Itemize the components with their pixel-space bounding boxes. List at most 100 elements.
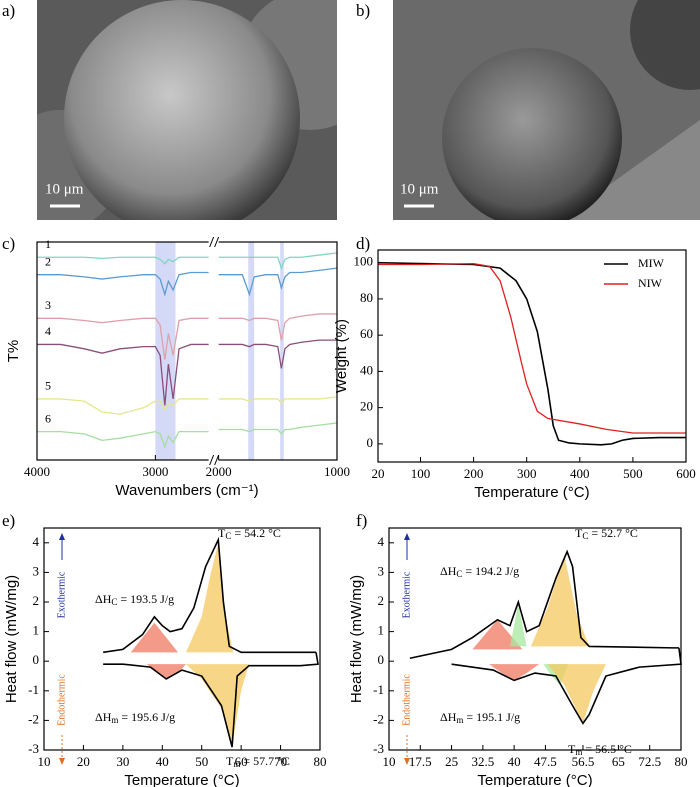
series-line <box>103 536 317 654</box>
x-tick-label: 56.5 <box>572 754 595 769</box>
annotation-rest: = 193.5 J/g <box>117 592 174 606</box>
annotation-sub: m <box>456 715 463 725</box>
x-tick-label: 400 <box>570 466 590 481</box>
y-tick-label: 0 <box>378 652 385 667</box>
x-tick-label: 40 <box>508 754 521 769</box>
axis-frame <box>388 527 682 751</box>
axis-break <box>209 236 215 248</box>
series-line <box>103 652 319 748</box>
scale-label: 10 μm <box>45 181 84 197</box>
y-axis-title: Heat flow (mW/mg) <box>348 575 365 703</box>
peak-area <box>509 602 527 647</box>
annotation-rest: = 195.1 J/g <box>463 710 520 724</box>
annotation-rest: = 195.6 J/g <box>118 710 175 724</box>
x-tick-label: 200 <box>464 466 484 481</box>
annotation-sub: C <box>225 531 231 541</box>
axis-frame <box>43 527 321 751</box>
panel-label: d) <box>356 234 370 253</box>
x-tick-label: 100 <box>411 466 431 481</box>
series-line <box>37 398 209 415</box>
x-tick-label: 300 <box>517 466 537 481</box>
series-label: 3 <box>45 298 51 312</box>
exo-arrow <box>59 533 65 540</box>
series-line <box>378 262 686 434</box>
y-tick-label: 3 <box>33 563 40 578</box>
y-tick-label: 80 <box>360 290 373 305</box>
annotation-sub: C <box>456 569 462 579</box>
peak-area <box>130 622 179 653</box>
peak-area <box>185 542 234 653</box>
annotation-sub: C <box>111 597 117 607</box>
axis-frame <box>377 249 687 463</box>
x-tick-label: 3000 <box>142 464 168 479</box>
x-tick-label: 80 <box>675 754 688 769</box>
panel-label: a) <box>2 1 15 20</box>
y-tick-label: -3 <box>373 741 384 756</box>
annotation-text: T <box>218 526 226 540</box>
y-tick-label: -3 <box>28 741 39 756</box>
annotation-text: T <box>568 742 576 756</box>
annotation-rest: = 54.2 °C <box>231 526 281 540</box>
y-tick-label: 100 <box>354 254 374 269</box>
y-tick-label: -2 <box>28 711 39 726</box>
annotation-text: ΔH <box>440 564 457 578</box>
series-line <box>218 252 338 271</box>
exo-arrow <box>404 533 410 540</box>
highlight-band <box>280 242 284 460</box>
x-tick-label: 1000 <box>324 464 350 479</box>
annotation-text: T <box>575 526 583 540</box>
x-tick-label: 32.5 <box>471 754 494 769</box>
y-tick-label: -2 <box>373 711 384 726</box>
series-line <box>218 313 337 341</box>
x-tick-label: 20 <box>77 754 90 769</box>
annotation-rest: = 57.7 °C <box>240 754 290 768</box>
x-tick-label: 20 <box>372 466 385 481</box>
x-tick-label: 72.5 <box>638 754 661 769</box>
series-line <box>451 647 682 725</box>
y-tick-label: 40 <box>360 362 373 377</box>
y-tick-label: 4 <box>33 534 40 549</box>
x-tick-label: 80 <box>314 754 327 769</box>
x-tick-label: 70 <box>274 754 287 769</box>
series-line <box>218 339 337 369</box>
series-line <box>409 549 679 660</box>
annotation-sub: m <box>575 747 582 757</box>
axis-break <box>209 454 215 466</box>
y-axis-title: T% <box>5 340 22 363</box>
series-line <box>37 271 209 297</box>
annotation-rest: = 52.7 °C <box>588 526 638 540</box>
x-tick-label: 17.5 <box>409 754 432 769</box>
series-line <box>37 317 209 360</box>
y-tick-label: 1 <box>33 623 40 638</box>
annotation: ΔHm = 195.1 J/g <box>440 710 520 725</box>
scale-label: 10 μm <box>400 181 439 197</box>
exo-label: Exothermic <box>401 571 412 618</box>
y-tick-label: 0 <box>33 652 40 667</box>
x-tick-label: 60 <box>235 754 248 769</box>
x-tick-label: 40 <box>156 754 169 769</box>
series-line <box>37 343 209 406</box>
annotation: TC = 54.2 °C <box>218 526 281 541</box>
y-tick-label: -1 <box>373 682 384 697</box>
x-axis-title: Temperature (°C) <box>474 484 589 501</box>
x-axis-title: Temperature (°C) <box>124 772 239 787</box>
annotation-rest: = 56.5 °C <box>582 742 632 756</box>
series-label: 5 <box>45 379 51 393</box>
series-label: 4 <box>45 324 51 338</box>
annotation-text: ΔH <box>95 592 112 606</box>
annotation: ΔHm = 195.6 J/g <box>95 710 175 725</box>
x-tick-label: 47.5 <box>534 754 557 769</box>
series-line <box>377 261 686 446</box>
axis-frame <box>36 241 338 461</box>
annotation: TC = 52.7 °C <box>575 526 638 541</box>
series-label: 1 <box>45 237 51 251</box>
legend-label: MIW <box>638 256 665 270</box>
annotation-text: T <box>226 754 234 768</box>
y-tick-label: 0 <box>367 435 374 450</box>
x-axis-title: Temperature (°C) <box>477 772 592 787</box>
endo-label: Endothermic <box>401 674 412 726</box>
x-tick-label: 2000 <box>206 464 232 479</box>
annotation: ΔHC = 194.2 J/g <box>440 564 519 579</box>
x-tick-label: 600 <box>676 466 696 481</box>
